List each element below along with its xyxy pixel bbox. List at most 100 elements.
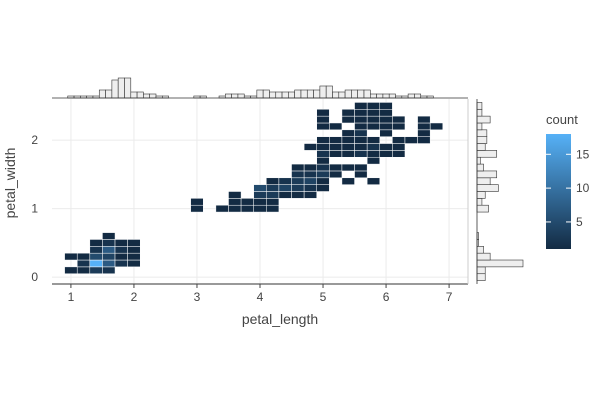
marginal-y-bar	[476, 163, 484, 172]
heatmap-cell	[102, 252, 116, 261]
heatmap-cell	[127, 239, 141, 247]
legend-tick-label: 10	[576, 181, 590, 195]
heatmap-cell	[316, 177, 330, 185]
marginal-x-bar	[382, 93, 390, 99]
heatmap-cell	[417, 122, 431, 131]
heatmap-cell	[329, 170, 343, 179]
heatmap-cell	[341, 115, 355, 124]
heatmap-cell	[89, 246, 103, 254]
heatmap-cell	[240, 198, 254, 206]
heatmap-cell	[228, 198, 242, 206]
marginal-x-bar	[313, 89, 321, 99]
x-tick-label: 5	[320, 290, 327, 304]
heatmap-cell	[266, 204, 280, 213]
heatmap-cell	[417, 136, 431, 144]
marginal-x-bar	[256, 89, 264, 99]
heatmap-cell	[329, 122, 343, 131]
heatmap-cell	[316, 122, 330, 131]
heatmap-cell	[354, 163, 368, 172]
heatmap-cell	[253, 198, 267, 206]
heatmap-cell	[379, 115, 393, 124]
marginal-y-bar	[476, 108, 483, 117]
legend-title: count	[546, 112, 578, 127]
heatmap-cell	[228, 191, 242, 199]
marginal-x-bar	[414, 93, 422, 99]
heatmap-cell	[341, 136, 355, 144]
marginal-x-bar	[288, 91, 295, 99]
heatmap-cell	[266, 184, 280, 192]
heatmap-cell	[392, 143, 406, 151]
marginal-y-bar	[476, 102, 483, 110]
y-tick-label: 1	[31, 202, 38, 216]
marginal-y-bar	[476, 259, 524, 268]
marginal-x-bar	[376, 93, 384, 99]
marginal-y-bar	[476, 273, 486, 281]
heatmap-cell	[417, 115, 431, 124]
heatmap-cell	[64, 252, 78, 261]
color-legend: count 5 10 15	[546, 112, 590, 249]
marginal-y-bar	[476, 170, 498, 179]
marginal-y-histogram	[476, 99, 524, 284]
heatmap-cell	[354, 122, 368, 131]
heatmap-cell	[303, 191, 317, 199]
marginal-x-bar	[294, 89, 302, 99]
heatmap-cell	[190, 198, 204, 206]
heatmap-cell	[127, 246, 141, 254]
heatmap-cell	[392, 115, 406, 124]
heatmap-cell	[329, 143, 343, 151]
heatmap-cell	[366, 115, 381, 124]
heatmap-cell	[392, 136, 406, 144]
marginal-y-bar	[476, 204, 489, 213]
marginal-x-bar	[275, 91, 283, 99]
heatmap-cell	[379, 129, 393, 137]
heatmap-cell	[102, 246, 116, 254]
heatmap-cell	[102, 266, 116, 274]
heatmap-cell	[266, 191, 280, 199]
heatmap-cell	[303, 177, 317, 185]
heatmap-cell	[303, 170, 317, 179]
heatmap-cell	[354, 129, 368, 137]
marginal-x-bar	[388, 93, 396, 99]
heatmap-cell	[215, 204, 229, 213]
heatmap-cell	[354, 136, 368, 144]
marginal-x-bar	[225, 93, 232, 99]
heatmap-cell	[114, 246, 128, 254]
x-tick-label: 7	[446, 290, 453, 304]
marginal-y-bar	[476, 129, 488, 137]
marginal-y-bar	[476, 246, 484, 254]
heatmap-cell	[291, 177, 305, 185]
marginal-y-bar	[476, 191, 486, 199]
marginal-x-bar	[98, 89, 106, 99]
heatmap-cell	[303, 143, 317, 151]
marginal-x-bar	[262, 89, 270, 99]
legend-colorbar	[546, 134, 571, 249]
marginal-x-bar	[130, 91, 138, 99]
heatmap-cell	[316, 143, 330, 151]
marginal-x-bar	[306, 89, 314, 99]
x-tick-label: 2	[131, 290, 138, 304]
heatmap-cell	[341, 129, 355, 137]
heatmap-cell	[253, 184, 267, 192]
heatmap-cell	[404, 136, 418, 144]
marginal-x-bar	[300, 89, 308, 99]
heatmap-cell	[278, 191, 292, 199]
heatmap-cell	[102, 232, 116, 240]
x-tick-labels: 1 2 3 4 5 6 7	[68, 284, 453, 304]
heatmap-cell	[379, 143, 393, 151]
x-tick-label: 1	[68, 290, 75, 304]
heatmap-cell	[354, 102, 368, 110]
heatmap-cell	[341, 177, 355, 185]
heatmap-cell	[266, 177, 280, 185]
heatmap-cell	[316, 150, 330, 158]
heatmap-cell	[291, 163, 305, 172]
marginal-x-bar	[117, 77, 125, 99]
heatmap-cell	[341, 150, 355, 158]
heatmap-cell	[76, 266, 91, 274]
heatmap-cell	[291, 184, 305, 192]
heatmap-cell	[366, 156, 381, 165]
heatmap-cell	[76, 259, 91, 268]
marginal-x-histogram	[52, 77, 468, 99]
heatmap-cell	[366, 122, 381, 131]
marginal-y-bar	[476, 136, 488, 144]
